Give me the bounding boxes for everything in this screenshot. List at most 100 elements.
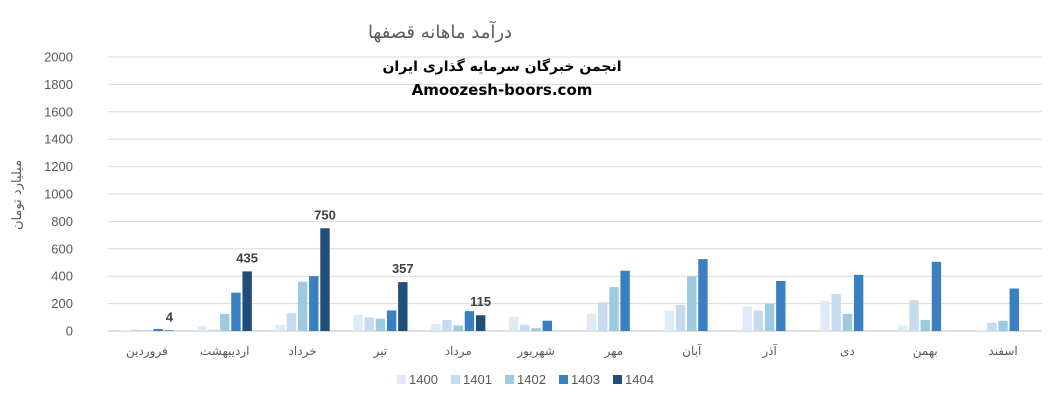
category-label: تیر bbox=[373, 344, 388, 359]
bar-1404 bbox=[320, 228, 330, 331]
bar-1400 bbox=[898, 325, 908, 331]
bar-1402 bbox=[687, 276, 697, 331]
bar-1400 bbox=[508, 316, 519, 331]
bars bbox=[119, 228, 1019, 331]
legend-swatch bbox=[505, 375, 514, 384]
category-label: شهریور bbox=[516, 344, 555, 359]
bar-1401 bbox=[675, 304, 686, 331]
bar-1401 bbox=[753, 310, 764, 331]
bar-1401 bbox=[286, 313, 297, 331]
data-label: 435 bbox=[236, 250, 258, 265]
y-tick-label: 1600 bbox=[44, 104, 73, 119]
category-label: اردیبهشت bbox=[200, 344, 249, 359]
bar-1404 bbox=[475, 315, 486, 331]
category-label: اسفند bbox=[988, 344, 1017, 358]
bar-1403 bbox=[231, 292, 241, 331]
watermark-line2: Amoozesh-boors.com bbox=[412, 81, 593, 99]
bar-1404 bbox=[164, 330, 175, 331]
gridlines bbox=[108, 56, 1042, 332]
bar-1400 bbox=[586, 313, 597, 331]
legend-label: 1400 bbox=[409, 372, 438, 387]
bar-1402 bbox=[609, 287, 619, 331]
chart-title: درآمد ماهانه قصفها bbox=[368, 20, 512, 43]
category-label: آبان bbox=[682, 343, 702, 358]
data-label: 750 bbox=[314, 207, 336, 222]
bar-1403 bbox=[386, 310, 397, 331]
bar-1400 bbox=[275, 324, 285, 331]
bar-1402 bbox=[142, 330, 152, 331]
bar-1403 bbox=[776, 280, 786, 331]
bar-1400 bbox=[197, 326, 208, 331]
legend: 1400 1401 1402 1403 1404 bbox=[397, 372, 654, 387]
category-label: بهمن bbox=[913, 344, 938, 359]
bar-1402 bbox=[998, 320, 1008, 331]
bar-1401 bbox=[909, 300, 919, 331]
bar-1403 bbox=[698, 259, 708, 331]
category-label: خرداد bbox=[289, 344, 317, 359]
bar-1403 bbox=[464, 311, 475, 331]
bar-1400 bbox=[664, 310, 675, 331]
y-tick-label: 400 bbox=[51, 269, 73, 284]
bar-1400 bbox=[353, 314, 363, 331]
bar-1400 bbox=[975, 330, 986, 331]
category-label: مهر bbox=[604, 344, 624, 359]
bar-1402 bbox=[842, 313, 853, 331]
legend-swatch bbox=[451, 375, 460, 384]
watermark-line1: انجمن خبرگان سرمایه گذاری ایران bbox=[382, 58, 621, 75]
bar-1403 bbox=[542, 320, 552, 331]
legend-swatch bbox=[613, 375, 622, 384]
data-label: 115 bbox=[470, 294, 491, 309]
bar-1402 bbox=[220, 313, 230, 331]
bar-1401 bbox=[987, 322, 997, 331]
y-axis-label: میلیارد تومان bbox=[10, 160, 25, 230]
bar-1402 bbox=[920, 320, 930, 331]
bar-1403 bbox=[1009, 288, 1019, 331]
y-tick-label: 200 bbox=[51, 296, 73, 311]
bar-1403 bbox=[309, 276, 319, 331]
bar-1404 bbox=[242, 271, 252, 331]
category-label: فروردین bbox=[126, 344, 168, 359]
bar-1404 bbox=[398, 282, 408, 331]
bar-1400 bbox=[431, 324, 441, 331]
bar-1403 bbox=[153, 328, 163, 331]
legend-swatch bbox=[559, 375, 568, 384]
category-label: آذر bbox=[761, 343, 777, 359]
legend-swatch bbox=[397, 375, 406, 384]
bar-1400 bbox=[119, 330, 130, 331]
bar-1402 bbox=[531, 328, 541, 331]
bar-1403 bbox=[853, 274, 864, 331]
legend-label: 1402 bbox=[517, 372, 546, 387]
category-labels: فروردین اردیبهشت خرداد تیر مرداد شهریور مهر آبا… bbox=[126, 343, 1018, 359]
y-tick-label: 0 bbox=[66, 324, 73, 339]
bar-1402 bbox=[375, 318, 386, 331]
y-tick-label: 600 bbox=[51, 241, 73, 256]
legend-label: 1404 bbox=[625, 372, 654, 387]
bar-1400 bbox=[742, 306, 752, 331]
y-tick-label: 1000 bbox=[44, 187, 73, 202]
bar-1402 bbox=[297, 281, 308, 331]
y-tick-label: 2000 bbox=[44, 50, 73, 65]
data-labels: 4 435 750 357 115 bbox=[166, 207, 491, 324]
legend-label: 1401 bbox=[463, 372, 492, 387]
data-label: 357 bbox=[392, 261, 414, 276]
y-tick-label: 1800 bbox=[44, 77, 73, 92]
category-label: دی bbox=[840, 344, 855, 358]
bar-1401 bbox=[520, 324, 530, 331]
bar-1401 bbox=[131, 329, 141, 331]
bar-1401 bbox=[598, 302, 608, 331]
y-tick-label: 1400 bbox=[44, 132, 73, 147]
y-tick-label: 1200 bbox=[44, 159, 73, 174]
bar-1402 bbox=[764, 303, 775, 331]
bar-1402 bbox=[453, 325, 463, 331]
bar-1401 bbox=[364, 317, 374, 331]
category-label: مرداد bbox=[445, 344, 472, 359]
bar-1401 bbox=[442, 320, 452, 331]
data-label: 4 bbox=[166, 309, 174, 324]
bar-1403 bbox=[620, 270, 630, 331]
y-tick-labels: 0 200 400 600 800 1000 1200 1400 1600 1800 2000 bbox=[44, 50, 73, 339]
bar-1403 bbox=[931, 261, 942, 331]
bar-1401 bbox=[831, 294, 841, 331]
y-tick-label: 800 bbox=[51, 214, 73, 229]
bar-1400 bbox=[820, 300, 830, 331]
